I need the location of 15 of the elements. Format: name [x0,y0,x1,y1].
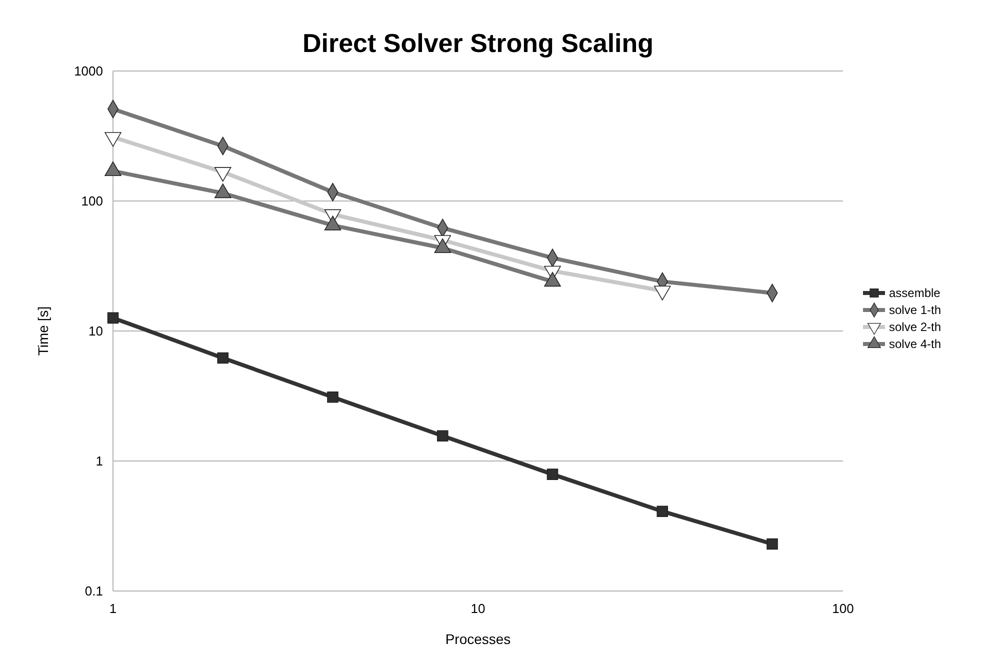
legend-label: solve 1-th [889,303,942,318]
x-tick-label: 10 [470,601,486,616]
legend-label: solve 4-th [889,337,942,352]
chart-title: Direct Solver Strong Scaling [302,28,654,58]
x-axis-title: Processes [445,631,511,647]
y-tick-label: 10 [88,324,103,339]
y-tick-label: 1 [96,454,103,469]
y-tick-label: 100 [81,194,103,209]
x-tick-label: 100 [832,601,854,616]
y-tick-label: 0.1 [84,584,103,599]
legend-label: assemble [889,286,941,300]
y-axis-title: Time [s] [35,306,51,356]
legend-label: solve 2-th [889,320,942,334]
y-tick-label: 1000 [74,64,103,79]
x-tick-label: 1 [109,601,117,616]
